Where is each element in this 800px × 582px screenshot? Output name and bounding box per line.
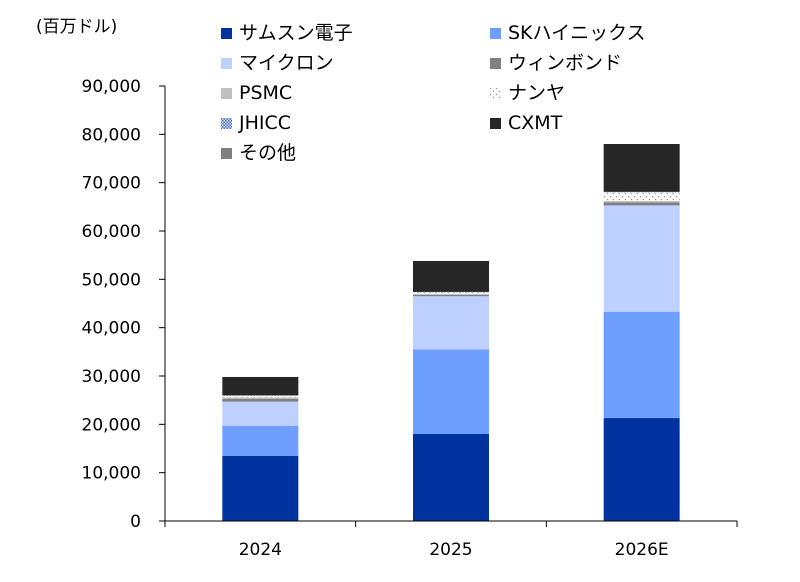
y-axis: 0 10,000 20,000 30,000 40,000 50,000 60,000 70,… (82, 77, 166, 532)
legend-label: PSMC (239, 82, 292, 104)
bar-segment (413, 349, 489, 434)
bar-segment (413, 434, 489, 521)
legend-swatch (221, 148, 232, 159)
y-tick-label: 80,000 (82, 125, 141, 145)
y-tick-label: 0 (130, 512, 141, 532)
bar-segment (222, 376, 299, 396)
y-tick-label: 20,000 (82, 415, 141, 435)
legend-swatch (490, 118, 501, 129)
legend-label: ナンヤ (508, 82, 565, 104)
y-tick-label: 50,000 (82, 270, 141, 290)
bar-segment (603, 202, 680, 206)
bar-segment (603, 144, 680, 192)
bar-segment (413, 292, 489, 294)
legend-label: CXMT (508, 112, 563, 134)
x-axis: 2024 2025 2026E (164, 520, 738, 560)
legend-swatch (221, 28, 232, 39)
x-tick-label: 2024 (239, 540, 282, 560)
legend-swatch (490, 88, 501, 99)
legend-swatch (221, 88, 232, 99)
bar-segment (413, 293, 489, 295)
bar-segment (413, 296, 489, 350)
x-tick-label: 2025 (429, 540, 472, 560)
legend-label: サムスン電子 (239, 22, 353, 44)
y-tick-label: 70,000 (82, 174, 141, 194)
bar-segment (222, 397, 299, 399)
y-tick-label: 10,000 (82, 464, 141, 484)
bars (222, 144, 680, 521)
bar-segment (222, 401, 299, 426)
bar-segment (603, 205, 680, 312)
legend-swatch (221, 118, 232, 129)
bar-segment (413, 260, 489, 292)
y-tick-label: 60,000 (82, 222, 141, 242)
legend-label: マイクロン (239, 52, 334, 74)
legend-swatch (490, 28, 501, 39)
bar-segment (603, 311, 680, 419)
bar-segment (603, 192, 680, 202)
legend-label: JHICC (238, 112, 291, 134)
y-tick-label: 40,000 (82, 319, 141, 339)
bar-segment (603, 201, 680, 203)
bar-segment (222, 398, 299, 402)
legend-label: SKハイニックス (508, 22, 646, 44)
bar-segment (222, 455, 299, 521)
bar-segment (222, 425, 299, 456)
y-axis-unit-label: (百万ドル) (36, 17, 117, 37)
legend-swatch (490, 58, 501, 69)
bar-segment (603, 418, 680, 521)
bar-segment (222, 395, 299, 398)
bar-segment (413, 294, 489, 297)
legend-swatch (221, 58, 232, 69)
legend-label: その他 (239, 142, 296, 164)
legend-label: ウィンボンド (508, 52, 622, 74)
y-tick-label: 90,000 (82, 77, 141, 97)
y-tick-label: 30,000 (82, 367, 141, 387)
x-tick-label: 2026E (615, 540, 669, 560)
